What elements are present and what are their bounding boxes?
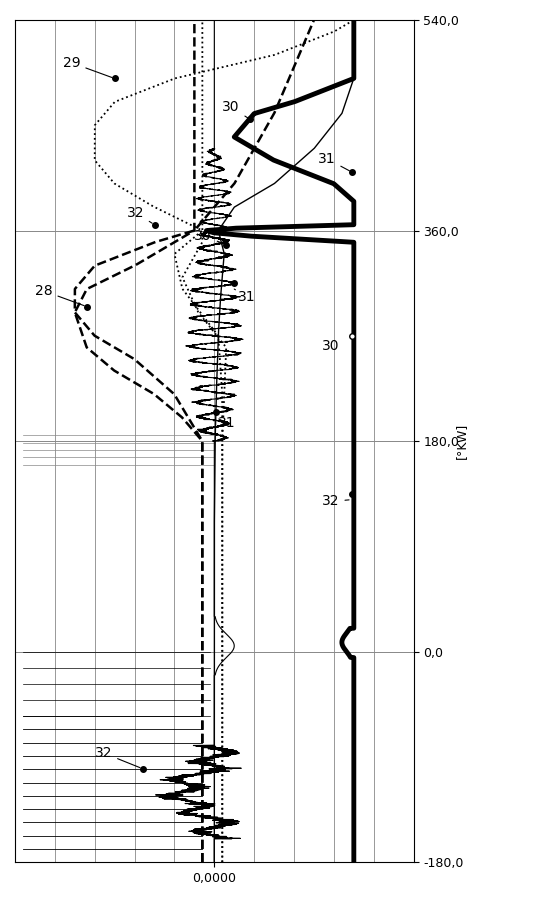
Text: [°KW]: [°KW] <box>455 423 468 459</box>
Text: 30: 30 <box>194 229 223 244</box>
Text: 28: 28 <box>35 284 84 306</box>
Text: 30: 30 <box>322 339 339 353</box>
Text: 31: 31 <box>318 152 349 171</box>
Text: 32: 32 <box>95 746 140 768</box>
Text: 31: 31 <box>234 289 256 304</box>
Text: 32: 32 <box>322 494 349 508</box>
Text: 30: 30 <box>222 100 248 118</box>
Text: 32: 32 <box>127 205 152 223</box>
Text: 31: 31 <box>218 416 236 430</box>
Text: 29: 29 <box>63 56 112 77</box>
